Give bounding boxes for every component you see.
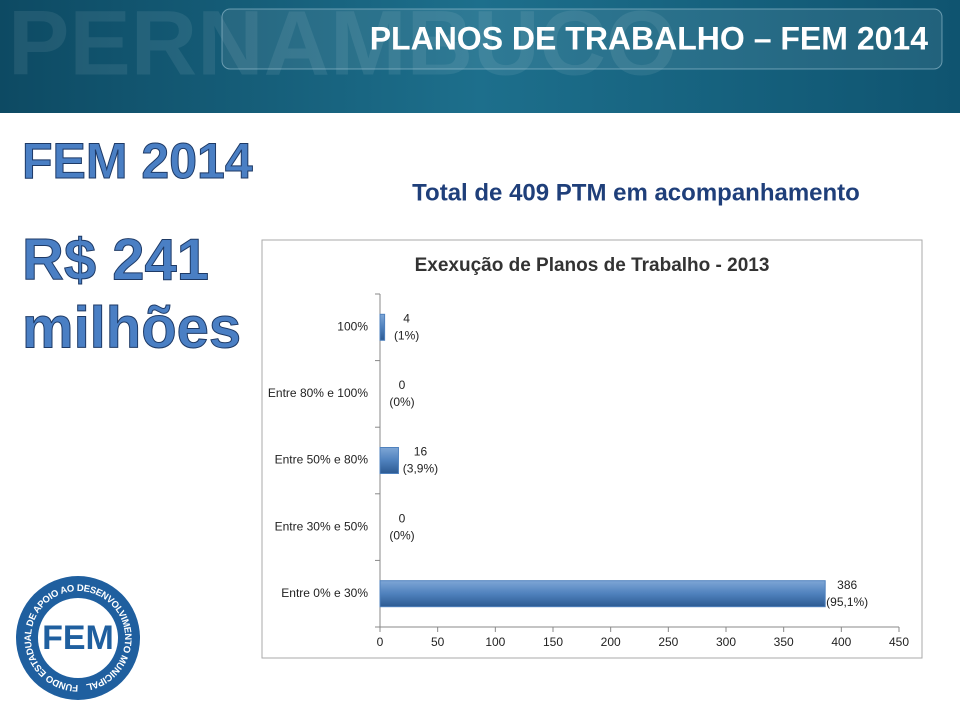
x-tick-label: 100 bbox=[485, 635, 505, 649]
title-box bbox=[221, 8, 943, 70]
value-label: (0%) bbox=[389, 395, 414, 409]
header-title: PLANOS DE TRABALHO – FEM 2014 bbox=[370, 20, 929, 56]
value-label: 0 bbox=[399, 378, 406, 392]
bar bbox=[379, 313, 386, 341]
logo-acronym: FEM bbox=[42, 619, 114, 657]
value-label: (3,9%) bbox=[403, 462, 438, 476]
chart-title: Exexução de Planos de Trabalho - 2013 bbox=[415, 255, 770, 276]
sidebar-amount: milhões bbox=[22, 295, 241, 360]
value-label: 16 bbox=[414, 445, 428, 459]
logo: FUNDO ESTADUAL DE APOIO AO DESENVOLVIMEN… bbox=[16, 576, 140, 700]
y-tick-label: Entre 50% e 80% bbox=[275, 453, 369, 467]
x-tick-label: 250 bbox=[658, 635, 678, 649]
bar bbox=[379, 580, 826, 608]
header-band bbox=[0, 0, 960, 113]
plot: 0 50 100 150 200 250 300 350 400 450 100% 4 (1%) Entr… bbox=[268, 293, 909, 649]
y-tick-label: Entre 30% e 50% bbox=[275, 519, 369, 533]
sidebar-amount: R$ 241 bbox=[22, 227, 209, 292]
x-tick-label: 300 bbox=[716, 635, 736, 649]
value-label: 4 bbox=[403, 311, 410, 325]
y-tick-label: 100% bbox=[337, 319, 368, 333]
sidebar-headline: FEM 2014 bbox=[22, 133, 253, 189]
value-label: (1%) bbox=[394, 328, 419, 342]
value-label: 0 bbox=[399, 511, 406, 525]
value-label: (95,1%) bbox=[826, 595, 868, 609]
logo-inner bbox=[38, 598, 118, 678]
subtitle: Total de 409 PTM em acompanhamento bbox=[412, 179, 860, 206]
sidebar: FEM 2014 R$ 241 milhões bbox=[22, 133, 254, 361]
x-tick-label: 450 bbox=[889, 635, 909, 649]
x-tick-label: 350 bbox=[774, 635, 794, 649]
x-tick-label: 150 bbox=[543, 635, 563, 649]
x-tick-label: 200 bbox=[601, 635, 621, 649]
x-tick-label: 400 bbox=[831, 635, 851, 649]
x-tick-label: 0 bbox=[377, 635, 384, 649]
bar bbox=[379, 447, 399, 474]
header-watermark: PERNAMBUCO bbox=[8, 0, 678, 94]
y-tick-label: Entre 80% e 100% bbox=[268, 386, 368, 400]
value-label: (0%) bbox=[389, 528, 414, 542]
y-tick-label: Entre 0% e 30% bbox=[281, 586, 368, 600]
x-tick-label: 50 bbox=[431, 635, 445, 649]
value-label: 386 bbox=[837, 578, 857, 592]
